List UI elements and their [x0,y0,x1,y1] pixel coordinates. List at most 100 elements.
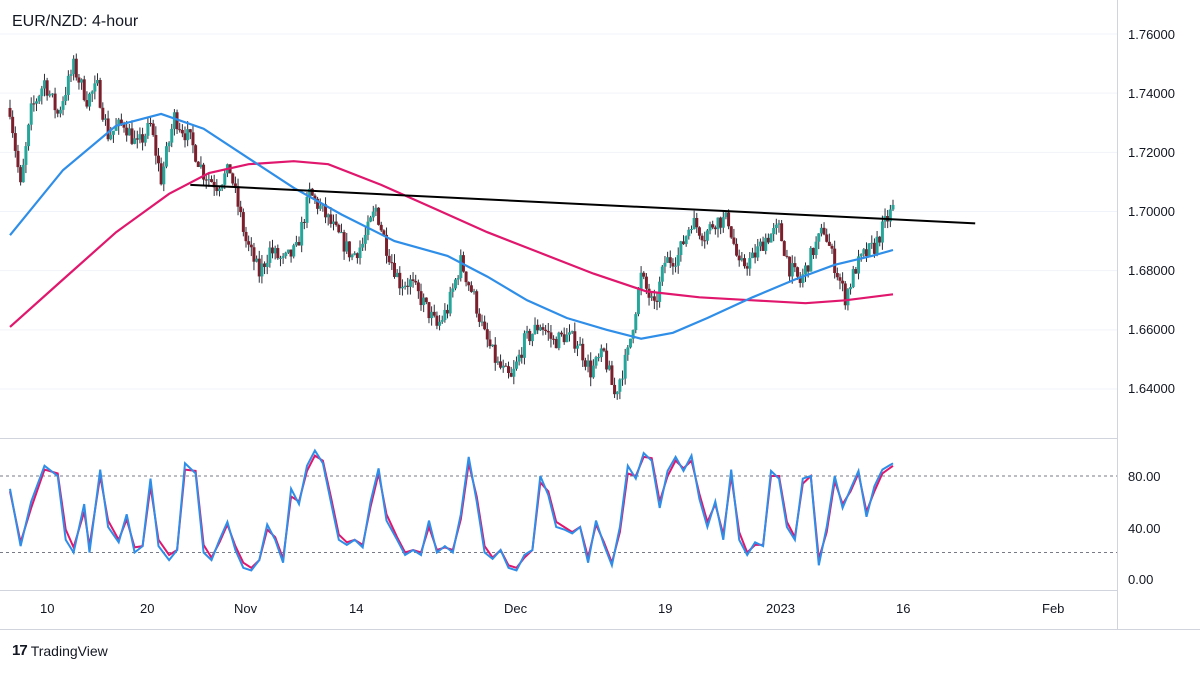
candle-body [644,276,648,289]
candle-body [289,249,293,257]
candle-body [247,241,251,245]
candle-body [491,344,495,347]
price-axis[interactable]: 1.76000 1.74000 1.72000 1.70000 1.68000 … [1128,27,1175,396]
candle-body [785,255,789,257]
candle-body [326,214,330,218]
candle-body [480,321,484,323]
candle-body [339,232,343,234]
candle-body [241,212,245,232]
candle-body [880,221,884,243]
candle-body [692,217,696,230]
x-tick-label: 2023 [766,601,795,616]
candle-body [138,134,142,140]
candle-body [716,217,720,230]
candle-body [255,258,259,262]
candle-body [652,296,656,301]
candle-body [58,109,62,114]
candle-body [141,134,145,143]
candle-body [594,357,598,366]
candle-body [406,285,410,287]
candle-body [318,205,322,209]
candle-body [700,235,704,241]
x-tick-label: 16 [896,601,910,616]
candle-body [377,207,381,225]
candle-body [199,164,203,167]
candle-body [72,58,76,75]
candle-body [615,391,619,395]
time-axis[interactable]: 10 20 Nov 14 Dec 19 2023 16 Feb [40,601,1064,616]
candle-body [536,324,540,331]
candle-body [623,354,627,379]
candle-body [573,331,577,349]
candle-body [546,330,550,333]
candle-body [430,311,434,319]
candle-body [687,229,691,237]
candle-body [395,272,399,277]
candle-body [109,134,113,140]
candle-body [660,266,664,282]
candle-body [56,110,60,114]
candle-body [347,241,351,258]
x-tick-label: 14 [349,601,363,616]
candle-body [50,93,54,95]
candle-body [729,226,733,238]
candle-body [867,243,871,257]
candle-body [24,146,28,165]
candle-body [45,80,49,96]
candle-body [369,217,373,222]
candle-body [125,127,129,136]
candle-body [554,339,558,349]
candle-body [501,365,505,368]
candle-body [475,291,479,314]
candle-body [37,96,41,102]
candle-body [231,173,235,184]
tradingview-brand[interactable]: 17 TradingView [12,642,108,659]
stochastic-axis[interactable]: 80.00 40.00 0.00 [1128,469,1161,587]
candle-body [337,224,341,233]
candle-body [748,258,752,269]
candle-body [597,357,601,359]
candle-body [507,366,511,373]
candle-body [350,254,354,258]
candle-body [740,258,744,261]
candle-body [676,255,680,266]
candle-body [154,135,158,156]
candle-body [151,123,155,136]
candle-body [514,361,518,369]
candle-body [756,246,760,258]
candle-body [69,74,73,76]
candle-body [549,332,553,339]
candle-body [517,354,521,362]
candle-body [77,77,81,83]
trendline[interactable] [190,183,976,225]
candle-body [520,354,524,358]
candle-body [345,241,349,252]
candle-body [53,93,57,111]
candle-body [750,252,754,259]
candle-body [801,274,805,283]
candle-body [803,265,807,275]
candle-body [268,247,272,263]
candle-body [122,123,126,128]
candle-body [273,248,277,254]
candle-body [655,300,659,302]
candle-body [451,288,455,292]
candle-body [82,79,86,101]
candle-body [427,302,431,319]
candle-body [605,350,609,370]
candle-body [342,232,346,252]
candle-body [764,237,768,251]
candle-body [438,321,442,326]
candle-body [167,142,171,147]
candle-body [811,247,815,256]
candle-body [857,256,861,274]
candle-body [414,280,418,283]
candle-body [172,112,176,129]
candle-body [453,279,457,289]
candle-body [891,204,895,210]
candle-body [849,287,853,290]
candle-body [565,334,569,343]
candle-body [212,181,216,188]
candle-body [191,132,195,146]
candle-body [788,256,792,277]
